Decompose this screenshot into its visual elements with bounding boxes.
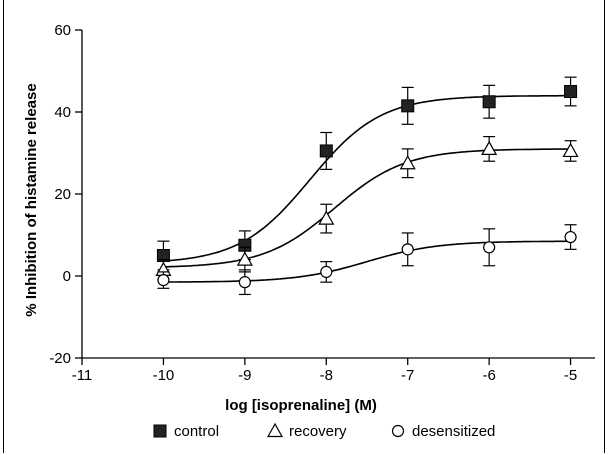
marker-recovery — [562, 142, 579, 158]
legend-label-control: control — [174, 423, 219, 440]
legend-marker-recovery — [266, 422, 284, 438]
legend-marker-control — [153, 424, 167, 438]
y-tick-label: -20 — [49, 350, 71, 367]
marker-recovery — [318, 210, 335, 225]
marker-recovery — [481, 140, 498, 155]
marker-recovery — [399, 155, 416, 170]
marker-control — [401, 99, 415, 113]
data-point-recovery — [236, 246, 253, 273]
data-point-desensitized — [564, 224, 577, 250]
y-tick-label: 0 — [63, 268, 71, 285]
y-tick-label: 60 — [54, 22, 71, 39]
y-tick-label: 20 — [54, 186, 71, 203]
marker-desensitized — [238, 276, 251, 289]
marker-desensitized — [401, 243, 414, 256]
data-point-control — [319, 131, 333, 170]
marker-desensitized — [564, 230, 577, 244]
legend-marker-desensitized — [391, 424, 405, 438]
legend-item-control: control — [153, 423, 219, 440]
marker-desensitized — [483, 241, 496, 254]
legend: control recovery desensitized — [153, 422, 495, 440]
y-axis-title: % Inhibition of histamine release — [23, 83, 40, 316]
data-point-desensitized — [401, 232, 414, 267]
fit-curves — [163, 94, 570, 283]
fit-curve-desensitized — [163, 240, 570, 283]
data-point-recovery — [318, 203, 335, 234]
data-point-control — [482, 84, 496, 119]
y-tick-label: 40 — [54, 104, 71, 121]
data-point-recovery — [399, 148, 416, 179]
data-point-desensitized — [157, 271, 170, 289]
fit-curve-recovery — [163, 148, 570, 268]
marker-desensitized — [157, 274, 170, 287]
marker-control — [564, 85, 578, 98]
data-point-recovery — [562, 140, 579, 162]
data-point-control — [401, 86, 415, 125]
legend-label-desensitized: desensitized — [412, 423, 495, 440]
x-axis-title: log [isoprenaline] (M) — [225, 397, 377, 414]
data-point-desensitized — [320, 261, 333, 283]
marker-recovery — [236, 251, 253, 266]
legend-item-desensitized: desensitized — [391, 423, 495, 440]
x-tick-label: -10 — [153, 367, 175, 384]
data-point-control — [564, 76, 578, 107]
x-tick-label: -11 — [72, 367, 93, 384]
data-point-recovery — [481, 136, 498, 162]
x-tick-label: -9 — [238, 367, 251, 384]
marker-control — [319, 144, 333, 158]
figure-frame — [3, 0, 605, 453]
x-tick-label: -5 — [564, 367, 577, 384]
x-tick-label: -7 — [401, 367, 414, 384]
marker-desensitized — [320, 265, 333, 278]
data-point-desensitized — [483, 228, 496, 267]
legend-label-recovery: recovery — [289, 423, 347, 440]
data-points — [155, 76, 579, 296]
legend-item-recovery: recovery — [266, 422, 347, 440]
fit-curve-control — [163, 94, 570, 262]
x-tick-label: -6 — [482, 367, 495, 384]
marker-control — [482, 95, 496, 109]
axes: -20 0 20 40 60 -11 -10 -9 -8 -7 -6 -5 — [49, 22, 595, 384]
data-point-desensitized — [238, 269, 251, 296]
x-tick-label: -8 — [320, 367, 333, 384]
